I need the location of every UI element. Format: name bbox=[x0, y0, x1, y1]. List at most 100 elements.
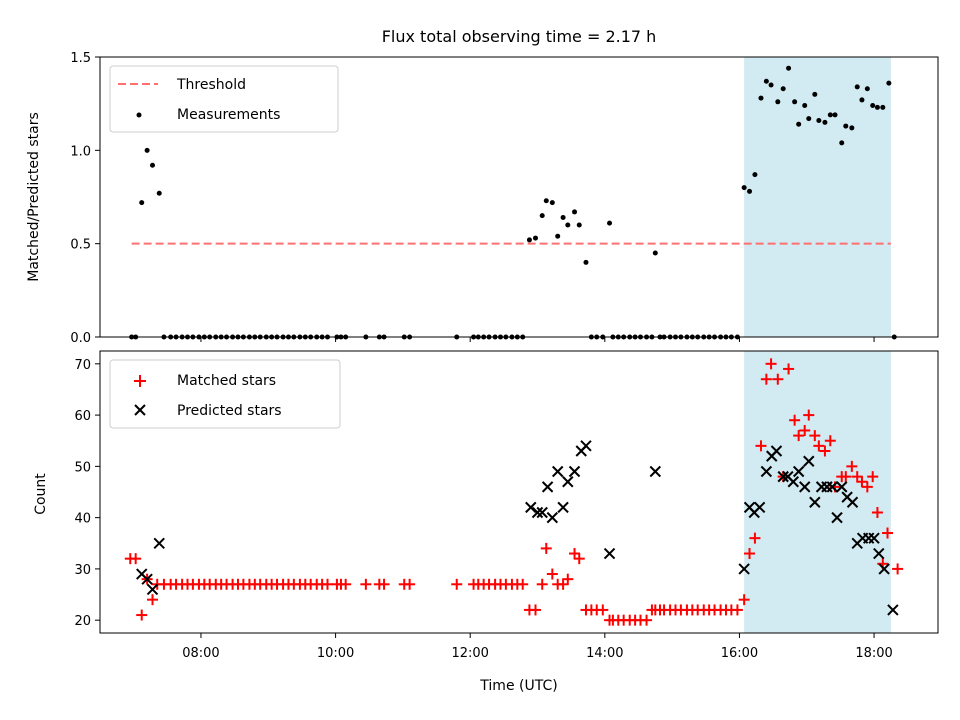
measurement-point bbox=[758, 95, 764, 101]
matched-star-point bbox=[738, 594, 750, 606]
measurement-point bbox=[652, 250, 658, 256]
matched-star-point bbox=[803, 409, 815, 421]
y-tick-label: 70 bbox=[74, 358, 91, 373]
matched-star-point bbox=[749, 532, 761, 544]
matched-star-point bbox=[562, 573, 574, 585]
top-panel: 0.0 0.5 1.0 1.5 Matched/Predicted stars Thr… bbox=[26, 51, 939, 346]
chart-title: Flux total observing time = 2.17 h bbox=[382, 27, 657, 46]
y-tick-label: 0.0 bbox=[70, 331, 91, 346]
matched-star-point bbox=[540, 542, 552, 554]
measurement-point bbox=[832, 112, 838, 118]
measurement-point bbox=[607, 220, 613, 226]
measurement-point bbox=[859, 97, 865, 103]
predicted-star-point bbox=[580, 440, 592, 452]
measurement-point bbox=[572, 209, 578, 215]
matched-star-point bbox=[793, 430, 805, 442]
top-x-ticks bbox=[200, 337, 875, 342]
predicted-star-point bbox=[873, 547, 885, 560]
matched-stars-points bbox=[124, 358, 904, 626]
measurement-point bbox=[816, 117, 822, 123]
legend-measurements-label: Measurements bbox=[177, 107, 280, 123]
measurement-point bbox=[802, 103, 808, 109]
matched-star-point bbox=[641, 614, 653, 626]
matched-star-point bbox=[378, 578, 390, 590]
measurement-point bbox=[543, 198, 549, 204]
y-tick-label: 0.5 bbox=[70, 238, 91, 253]
x-tick-label: 18:00 bbox=[855, 646, 892, 661]
predicted-star-point bbox=[868, 532, 880, 544]
matched-star-point bbox=[809, 430, 821, 442]
predicted-star-point bbox=[525, 501, 537, 514]
y-tick-label: 60 bbox=[74, 409, 91, 424]
x-tick-label: 10:00 bbox=[317, 646, 354, 661]
bottom-x-ticks: 08:00 10:00 12:00 14:00 16:00 18:00 bbox=[182, 633, 893, 661]
top-y-ticks: 0.0 0.5 1.0 1.5 bbox=[70, 51, 100, 346]
x-axis-label: Time (UTC) bbox=[479, 678, 557, 694]
bottom-legend: Matched stars Predicted stars bbox=[109, 359, 341, 429]
measurement-point bbox=[150, 162, 156, 168]
x-tick-label: 16:00 bbox=[721, 646, 758, 661]
predicted-star-point bbox=[738, 563, 750, 575]
measurement-point bbox=[549, 200, 555, 206]
predicted-star-point bbox=[760, 465, 773, 478]
matched-star-point bbox=[856, 476, 868, 488]
matched-star-point bbox=[340, 578, 352, 590]
predicted-star-point bbox=[887, 604, 899, 616]
matched-star-point bbox=[851, 471, 863, 483]
y-tick-label: 50 bbox=[74, 460, 91, 475]
measurement-point bbox=[796, 121, 802, 127]
shaded-region-top bbox=[744, 57, 891, 337]
predicted-star-point bbox=[146, 583, 159, 596]
matched-star-point bbox=[783, 363, 795, 375]
measurement-point bbox=[849, 125, 855, 131]
bottom-axes-frame bbox=[99, 350, 939, 634]
legend-predicted-swatch bbox=[134, 404, 146, 416]
y-tick-label: 20 bbox=[74, 614, 91, 629]
matched-star-point bbox=[322, 578, 334, 590]
predicted-star-point bbox=[792, 465, 805, 478]
measurement-point bbox=[752, 172, 758, 178]
measurement-point bbox=[156, 190, 162, 196]
matched-star-point bbox=[819, 445, 831, 457]
matched-star-point bbox=[772, 373, 784, 385]
top-legend-box bbox=[109, 65, 339, 133]
predicted-star-point bbox=[799, 481, 811, 493]
bottom-legend-box bbox=[109, 359, 341, 429]
measurement-point bbox=[741, 185, 747, 191]
x-tick-label: 08:00 bbox=[182, 646, 219, 661]
x-tick-label: 14:00 bbox=[586, 646, 623, 661]
measurement-point bbox=[864, 86, 870, 92]
matched-star-point bbox=[360, 578, 372, 590]
predicted-star-point bbox=[562, 476, 574, 488]
predicted-star-point bbox=[536, 506, 548, 519]
matched-star-point bbox=[813, 440, 825, 452]
measurement-point bbox=[780, 86, 786, 92]
measurement-point bbox=[560, 215, 566, 221]
top-axes-frame bbox=[99, 56, 939, 338]
matched-star-point bbox=[744, 548, 756, 560]
matched-star-point bbox=[892, 563, 904, 575]
predicted-star-point bbox=[809, 496, 821, 508]
bottom-y-axis-label: Count bbox=[33, 473, 49, 515]
predicted-star-point bbox=[551, 465, 564, 478]
predicted-star-point bbox=[531, 506, 544, 519]
top-y-axis-label: Matched/Predicted stars bbox=[26, 112, 42, 282]
y-tick-label: 30 bbox=[74, 563, 91, 578]
measurement-point bbox=[583, 259, 589, 265]
measurement-point bbox=[539, 213, 545, 219]
legend-threshold-label: Threshold bbox=[176, 77, 246, 93]
predicted-star-point bbox=[846, 496, 859, 508]
y-tick-label: 40 bbox=[74, 512, 91, 527]
measurement-point bbox=[576, 222, 582, 228]
measurement-point bbox=[827, 112, 833, 118]
matched-star-point bbox=[557, 578, 569, 590]
legend-measurements-swatch bbox=[136, 112, 142, 118]
matched-star-point bbox=[147, 594, 159, 606]
predicted-star-point bbox=[753, 501, 766, 514]
measurement-point bbox=[854, 84, 860, 90]
top-legend: Threshold Measurements bbox=[109, 65, 339, 133]
matched-star-point bbox=[404, 578, 416, 590]
measurement-point bbox=[812, 91, 818, 97]
matched-star-point bbox=[451, 578, 463, 590]
measurement-point bbox=[880, 104, 886, 110]
